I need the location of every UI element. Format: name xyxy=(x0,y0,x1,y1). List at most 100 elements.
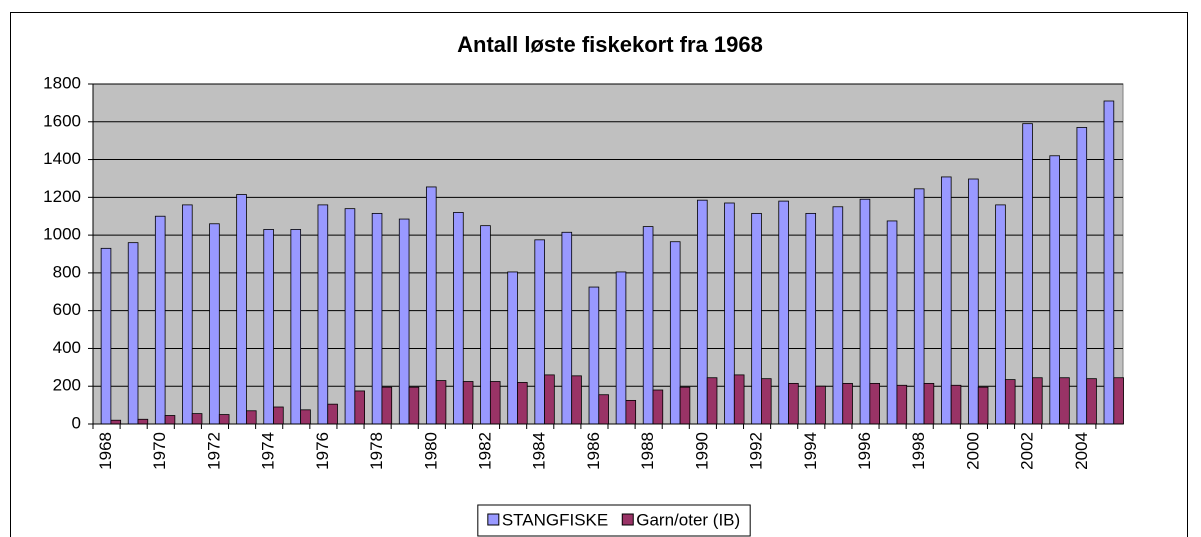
bar xyxy=(733,374,745,425)
legend-label: STANGFISKE xyxy=(502,510,608,529)
bar xyxy=(344,208,356,425)
bar xyxy=(317,204,329,425)
x-tick-label: 1994 xyxy=(801,432,820,470)
y-tick-label: 400 xyxy=(53,338,81,357)
x-tick-label: 1982 xyxy=(476,432,495,470)
bar xyxy=(100,247,112,425)
bar xyxy=(652,389,664,425)
bar xyxy=(435,380,447,425)
bar xyxy=(1049,155,1060,425)
bar xyxy=(1103,100,1115,425)
bar xyxy=(218,414,230,425)
legend-swatch xyxy=(621,513,634,526)
x-tick-label: 2004 xyxy=(1072,432,1091,470)
bar xyxy=(300,409,311,425)
bar xyxy=(164,415,176,425)
bar xyxy=(761,378,772,425)
bar xyxy=(679,386,691,425)
x-tick-label: 1990 xyxy=(692,432,711,470)
bar xyxy=(453,212,464,425)
bar xyxy=(1076,127,1088,425)
y-tick-label: 1600 xyxy=(43,111,81,130)
x-tick-label: 1974 xyxy=(259,432,278,470)
bar xyxy=(489,381,501,425)
bar xyxy=(381,386,393,425)
bar xyxy=(968,178,979,425)
bar xyxy=(778,200,789,425)
x-tick-label: 1988 xyxy=(638,432,657,470)
y-tick-label: 1400 xyxy=(43,149,81,168)
bar xyxy=(408,386,420,425)
bar xyxy=(534,239,545,425)
x-tick-label: 1978 xyxy=(367,432,386,470)
bar xyxy=(896,384,908,425)
bar xyxy=(398,218,410,425)
bar xyxy=(425,186,437,425)
bar xyxy=(561,231,573,425)
bar xyxy=(940,176,952,425)
x-tick-label: 1968 xyxy=(96,432,115,470)
bar xyxy=(236,194,247,425)
y-tick-label: 600 xyxy=(53,300,81,319)
y-tick-label: 0 xyxy=(72,413,81,432)
x-tick-label: 1998 xyxy=(909,432,928,470)
bar xyxy=(923,382,935,425)
bar xyxy=(886,220,898,425)
y-tick-label: 1200 xyxy=(43,187,81,206)
x-tick-label: 2000 xyxy=(963,432,982,470)
bar xyxy=(1032,377,1043,425)
bar xyxy=(724,202,735,425)
bar xyxy=(751,212,762,425)
y-tick-label: 1000 xyxy=(43,225,81,244)
y-tick-label: 1800 xyxy=(43,73,81,92)
y-tick-label: 800 xyxy=(53,262,81,281)
bar xyxy=(977,386,989,425)
x-tick-label: 2002 xyxy=(1018,432,1037,470)
bar xyxy=(1059,377,1070,425)
bar xyxy=(209,223,220,425)
x-tick-label: 1980 xyxy=(421,432,440,470)
x-tick-label: 1986 xyxy=(584,432,603,470)
bar xyxy=(669,241,681,425)
bar xyxy=(263,229,274,425)
legend-label: Garn/oter (IB) xyxy=(636,510,740,529)
bar xyxy=(788,382,799,425)
bar xyxy=(1022,123,1033,425)
bar xyxy=(859,198,871,425)
y-tick-label: 200 xyxy=(53,376,81,395)
bar xyxy=(154,215,166,425)
bar xyxy=(127,242,139,425)
bar xyxy=(1086,378,1097,425)
bar xyxy=(462,381,474,425)
bar xyxy=(110,419,122,425)
x-tick-label: 1972 xyxy=(204,432,223,470)
bar xyxy=(625,399,637,425)
x-tick-label: 1984 xyxy=(530,432,549,470)
bar xyxy=(869,382,880,425)
bar xyxy=(246,410,257,425)
bar xyxy=(191,413,203,425)
bar xyxy=(642,226,654,425)
bar xyxy=(507,271,518,425)
chart-title: Antall løste fiskekort fra 1968 xyxy=(457,32,763,57)
x-tick-label: 1996 xyxy=(855,432,874,470)
bar xyxy=(290,229,302,425)
bar xyxy=(950,384,962,425)
bar xyxy=(371,212,383,425)
x-tick-label: 1992 xyxy=(747,432,766,470)
bar xyxy=(354,390,365,425)
bar xyxy=(137,418,149,425)
bar xyxy=(913,188,925,425)
bar xyxy=(571,375,582,425)
legend-box xyxy=(477,504,751,537)
bar xyxy=(805,212,817,425)
bar xyxy=(815,385,826,425)
bar xyxy=(615,271,627,425)
bar xyxy=(544,374,555,425)
bar xyxy=(842,382,853,425)
bar xyxy=(697,199,708,425)
legend-swatch xyxy=(487,513,500,526)
x-tick-label: 1976 xyxy=(313,432,332,470)
bar xyxy=(832,206,844,425)
